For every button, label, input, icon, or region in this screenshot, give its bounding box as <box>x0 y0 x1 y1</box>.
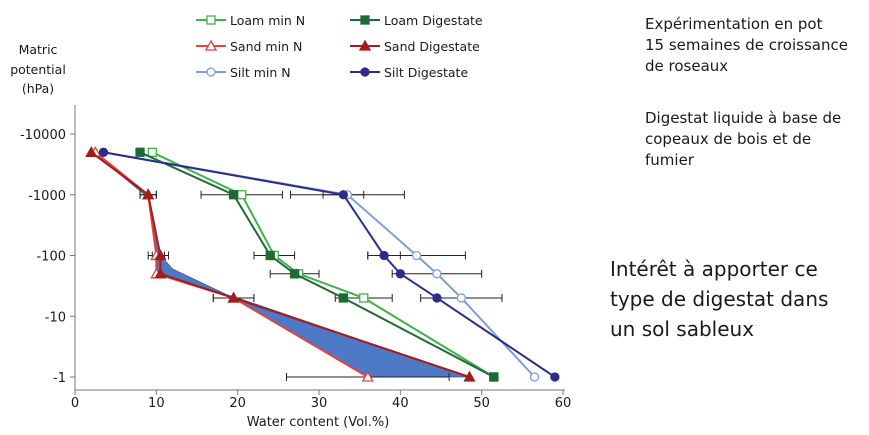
digestate-note-line: Digestat liquide à base de <box>645 109 842 127</box>
legend-label-sand-digestate: Sand Digestate <box>384 39 480 54</box>
y-tick-label: -100 <box>36 250 66 265</box>
series-line-silt-digestate <box>103 151 556 378</box>
digestate-note-line: fumier <box>645 151 694 169</box>
data-point-loam-digestate <box>135 147 145 157</box>
legend-marker-silt-min-n <box>206 67 216 77</box>
x-tick-label: 30 <box>311 396 328 411</box>
data-point-loam-min-n <box>147 147 157 157</box>
data-point-loam-min-n <box>237 190 247 200</box>
data-point-sand-min-n <box>361 370 374 382</box>
y-tick-label: -10 <box>45 310 66 325</box>
data-point-silt-digestate <box>395 269 405 279</box>
data-point-silt-min-n <box>529 372 540 382</box>
data-point-silt-min-n <box>456 293 466 303</box>
y-axis-title-line3: (hPa) <box>22 81 54 96</box>
series-line-loam-min-n <box>151 151 495 378</box>
legend-label-sand-min-n: Sand min N <box>230 39 302 54</box>
experiment-note-line: 15 semaines de croissance <box>645 36 848 54</box>
data-point-silt-digestate <box>432 293 442 303</box>
x-axis-title: Water content (Vol.%) <box>247 415 390 430</box>
y-axis-title-line2: potential <box>10 62 66 77</box>
experiment-note-line: Expérimentation en pot <box>645 15 823 33</box>
legend-marker-sand-digestate <box>358 39 372 51</box>
data-point-silt-digestate <box>550 372 560 382</box>
data-point-sand-digestate <box>154 267 167 279</box>
data-point-sand-digestate <box>154 249 167 261</box>
axis-labels: Matric potential (hPa) Water content (Vo… <box>10 42 389 430</box>
legend-label-silt-digestate: Silt Digestate <box>384 65 468 80</box>
data-point-loam-digestate <box>265 250 275 261</box>
data-point-sand-digestate <box>463 370 476 382</box>
data-point-loam-digestate <box>228 190 239 200</box>
axes: 0 10 20 30 40 50 60 -10000 -1000 -100 -10 -1 <box>20 105 571 411</box>
data-point-loam-digestate <box>338 293 349 303</box>
data-point-silt-digestate <box>379 250 389 261</box>
y-axis-title-line1: Matric <box>19 42 58 57</box>
x-tick-label: 10 <box>148 396 165 411</box>
data-point-loam-digestate <box>289 269 300 279</box>
chart: 0 10 20 30 40 50 60 -10000 -1000 -100 -10 -1 Loam m… <box>10 13 571 430</box>
data-point-sand-digestate <box>85 145 98 157</box>
data-point-loam-min-n <box>359 293 369 303</box>
interest-note-line: Intérêt à apporter ce <box>610 257 818 281</box>
series-line-loam-digestate <box>139 151 495 378</box>
legend-label-silt-min-n: Silt min N <box>230 65 291 80</box>
data-point-silt-digestate <box>98 147 109 157</box>
x-tick-label: 50 <box>473 396 490 411</box>
experiment-note-line: de roseaux <box>645 57 729 75</box>
x-tick-label: 40 <box>392 396 409 411</box>
x-tick-label: 0 <box>71 396 79 411</box>
data-point-sand-digestate <box>142 188 155 200</box>
interest-note-line: un sol sableux <box>610 317 755 341</box>
y-tick-label: -1000 <box>28 189 66 204</box>
legend-label-loam-min-n: Loam min N <box>230 13 305 28</box>
legend-marker-loam-digestate <box>360 15 370 25</box>
digestate-note: Digestat liquide à base de copeaux de bo… <box>645 108 867 171</box>
x-tick-label: 60 <box>555 396 572 411</box>
series-layer <box>85 145 560 382</box>
legend-marker-silt-digestate <box>360 67 370 77</box>
legend: Loam min N Loam Digestate Sand min N Sand D… <box>196 13 483 80</box>
data-point-silt-digestate <box>338 190 349 200</box>
data-point-silt-min-n <box>411 250 422 261</box>
series-line-sand-digestate <box>90 151 470 378</box>
legend-marker-sand-min-n <box>204 39 218 51</box>
data-point-sand-digestate <box>227 291 240 303</box>
data-point-loam-digestate <box>489 372 499 382</box>
legend-label-loam-digestate: Loam Digestate <box>384 13 483 28</box>
y-tick-label: -1 <box>53 371 66 386</box>
data-point-silt-min-n <box>432 269 442 279</box>
y-tick-label: -10000 <box>20 128 66 143</box>
digestate-note-line: copeaux de bois et de <box>645 130 812 148</box>
x-tick-label: 20 <box>229 396 246 411</box>
legend-marker-loam-min-n <box>206 15 216 25</box>
interest-note: Intérêt à apporter ce type de digestat d… <box>610 254 865 344</box>
experiment-note: Expérimentation en pot 15 semaines de cr… <box>645 14 867 77</box>
interest-note-line: type de digestat dans <box>610 287 829 311</box>
